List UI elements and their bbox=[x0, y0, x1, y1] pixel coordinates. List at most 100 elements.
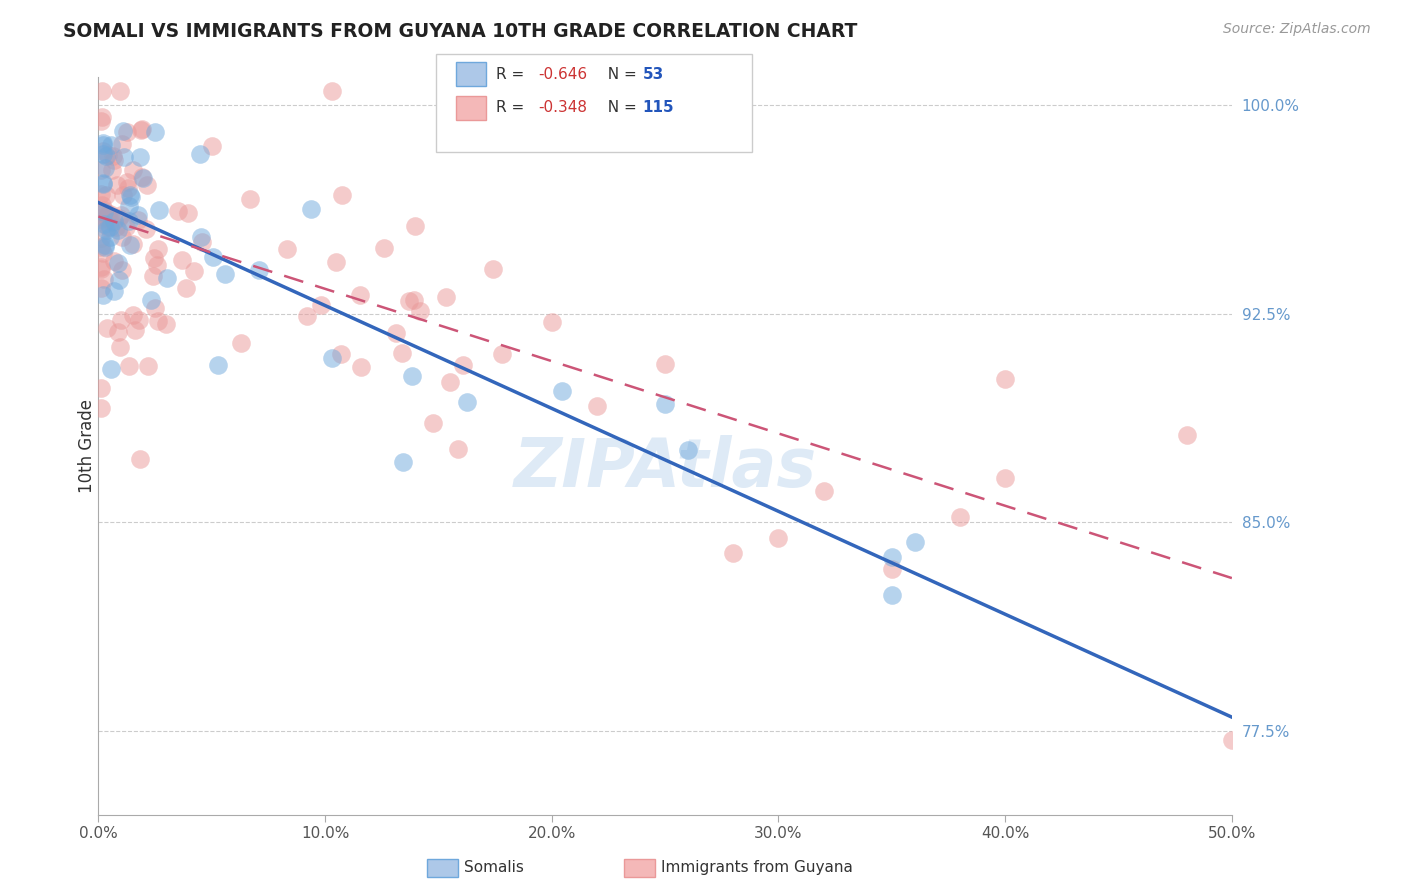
Point bbox=[166, 203, 188, 218]
Point bbox=[115, 175, 138, 189]
Point bbox=[118, 359, 141, 374]
Point bbox=[391, 346, 413, 360]
Point bbox=[654, 358, 676, 372]
Point bbox=[90, 382, 112, 396]
Point bbox=[118, 199, 141, 213]
Point bbox=[115, 219, 138, 234]
Point bbox=[97, 210, 120, 224]
Point bbox=[391, 455, 413, 469]
Point bbox=[191, 235, 214, 249]
Point bbox=[94, 149, 117, 163]
Point bbox=[176, 281, 198, 295]
Point bbox=[207, 358, 229, 372]
Point bbox=[111, 124, 134, 138]
Point bbox=[98, 219, 121, 234]
Point bbox=[325, 254, 347, 268]
Point bbox=[146, 313, 169, 327]
Point bbox=[447, 442, 470, 457]
Point bbox=[93, 210, 115, 224]
Point bbox=[127, 213, 149, 227]
Point bbox=[90, 231, 112, 245]
Point bbox=[422, 416, 444, 430]
Point bbox=[880, 588, 903, 602]
Point bbox=[90, 281, 112, 295]
Point bbox=[994, 471, 1017, 485]
Point bbox=[111, 263, 134, 277]
Text: ZIPAtlas: ZIPAtlas bbox=[513, 435, 817, 501]
Point bbox=[103, 253, 125, 268]
Point bbox=[110, 208, 132, 222]
Point bbox=[330, 346, 353, 360]
Point bbox=[90, 206, 112, 220]
Point bbox=[91, 213, 114, 227]
Point bbox=[118, 214, 141, 228]
Point bbox=[156, 270, 179, 285]
Point bbox=[93, 238, 115, 252]
Point bbox=[108, 340, 131, 354]
Text: 115: 115 bbox=[643, 101, 673, 115]
Point bbox=[451, 358, 474, 372]
Point bbox=[309, 298, 332, 312]
Point bbox=[155, 317, 177, 331]
Point bbox=[91, 176, 114, 190]
Point bbox=[183, 264, 205, 278]
Point bbox=[721, 546, 744, 560]
Point bbox=[120, 190, 142, 204]
Point bbox=[201, 250, 224, 264]
Point bbox=[107, 223, 129, 237]
Point bbox=[129, 452, 152, 467]
Point bbox=[103, 153, 125, 167]
Point bbox=[135, 178, 157, 193]
Point bbox=[91, 84, 114, 98]
Text: Immigrants from Guyana: Immigrants from Guyana bbox=[661, 860, 852, 874]
Point bbox=[373, 241, 395, 255]
Point bbox=[124, 323, 146, 337]
Point bbox=[146, 258, 169, 272]
Point bbox=[100, 138, 122, 153]
Point bbox=[350, 360, 373, 375]
Point bbox=[96, 223, 118, 237]
Point bbox=[112, 188, 135, 202]
Point bbox=[121, 236, 143, 251]
Point bbox=[121, 308, 143, 322]
Text: Somalis: Somalis bbox=[464, 860, 524, 874]
Point bbox=[122, 163, 145, 178]
Point bbox=[949, 510, 972, 524]
Text: SOMALI VS IMMIGRANTS FROM GUYANA 10TH GRADE CORRELATION CHART: SOMALI VS IMMIGRANTS FROM GUYANA 10TH GR… bbox=[63, 22, 858, 41]
Point bbox=[436, 290, 458, 304]
Point bbox=[551, 384, 574, 399]
Point bbox=[108, 84, 131, 98]
Point bbox=[127, 208, 149, 222]
Point bbox=[93, 217, 115, 231]
Text: -0.646: -0.646 bbox=[538, 67, 588, 81]
Point bbox=[117, 181, 139, 195]
Point bbox=[91, 177, 114, 191]
Point bbox=[110, 312, 132, 326]
Point bbox=[456, 394, 478, 409]
Point bbox=[97, 207, 120, 221]
Text: 53: 53 bbox=[643, 67, 664, 81]
Point bbox=[491, 347, 513, 361]
Point bbox=[136, 359, 159, 373]
Point bbox=[146, 242, 169, 256]
Point bbox=[93, 205, 115, 219]
Point bbox=[103, 214, 125, 228]
Point bbox=[101, 215, 124, 229]
Point bbox=[94, 240, 117, 254]
Point bbox=[100, 361, 122, 376]
Point bbox=[349, 288, 371, 302]
Point bbox=[586, 399, 609, 413]
Point bbox=[91, 198, 114, 212]
Point bbox=[90, 110, 112, 124]
Point bbox=[107, 325, 129, 339]
Point bbox=[295, 309, 318, 323]
Point bbox=[880, 549, 903, 564]
Text: N =: N = bbox=[598, 101, 641, 115]
Point bbox=[128, 313, 150, 327]
Point bbox=[131, 122, 153, 136]
Point bbox=[1175, 428, 1198, 442]
Point bbox=[91, 144, 114, 158]
Point bbox=[301, 202, 323, 216]
Point bbox=[90, 187, 112, 202]
Point bbox=[231, 335, 253, 350]
